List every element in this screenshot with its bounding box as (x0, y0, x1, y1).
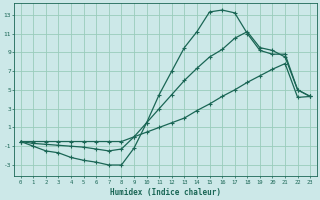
X-axis label: Humidex (Indice chaleur): Humidex (Indice chaleur) (110, 188, 221, 197)
